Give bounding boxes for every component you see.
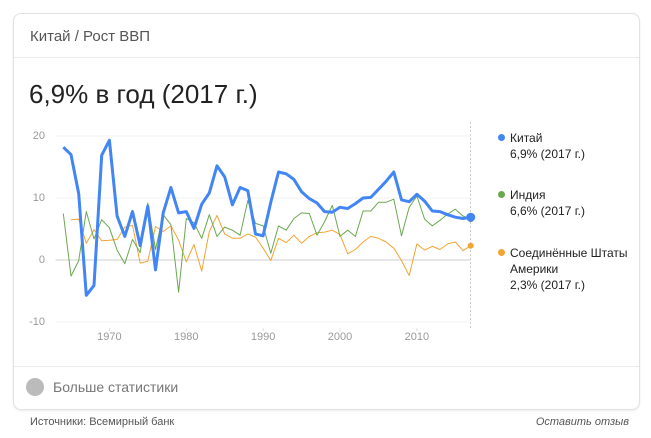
series-line xyxy=(62,138,471,297)
series-line xyxy=(62,195,471,293)
y-tick-label: 10 xyxy=(33,192,45,204)
headline: 6,9% в год (2017 г.) xyxy=(29,79,258,109)
legend-note: 6,6% (2017 г.) xyxy=(510,204,585,218)
legend-dot xyxy=(498,249,505,256)
y-tick-label: 0 xyxy=(39,254,45,266)
legend-entry[interactable]: Индия 6,6% (2017 г.) xyxy=(498,187,630,219)
feedback-link[interactable]: Оставить отзыв xyxy=(535,416,629,428)
more-stats-link[interactable]: Больше статистики xyxy=(53,379,179,395)
divider xyxy=(14,366,639,367)
legend-note: 6,9% (2017 г.) xyxy=(510,147,585,161)
legend-name: Китай xyxy=(510,131,543,145)
card xyxy=(13,13,640,410)
x-tick-label: 1980 xyxy=(174,331,198,343)
divider xyxy=(14,57,639,58)
legend-entry[interactable]: Китай 6,9% (2017 г.) xyxy=(498,130,630,162)
legend-name: Соединённые Штаты Америки xyxy=(510,246,628,276)
card-title[interactable]: Китай / Рост ВВП xyxy=(30,28,151,45)
x-tick-label: 1970 xyxy=(97,331,121,343)
legend-dot xyxy=(498,134,505,141)
y-tick-label: 20 xyxy=(33,130,45,142)
source: Источники: Всемирный банк xyxy=(30,416,175,428)
x-tick-label: 2010 xyxy=(405,331,429,343)
end-point xyxy=(467,242,474,249)
legend-name: Индия xyxy=(510,188,546,202)
legend-dot xyxy=(498,191,505,198)
end-point xyxy=(466,212,476,222)
y-tick-label: -10 xyxy=(29,316,45,328)
x-tick-label: 2000 xyxy=(328,331,352,343)
globe-icon xyxy=(26,378,44,396)
series-line xyxy=(70,214,471,276)
x-tick-label: 1990 xyxy=(251,331,275,343)
legend-note: 2,3% (2017 г.) xyxy=(510,278,585,292)
legend-entry[interactable]: Соединённые Штаты Америки 2,3% (2017 г.) xyxy=(498,245,630,293)
